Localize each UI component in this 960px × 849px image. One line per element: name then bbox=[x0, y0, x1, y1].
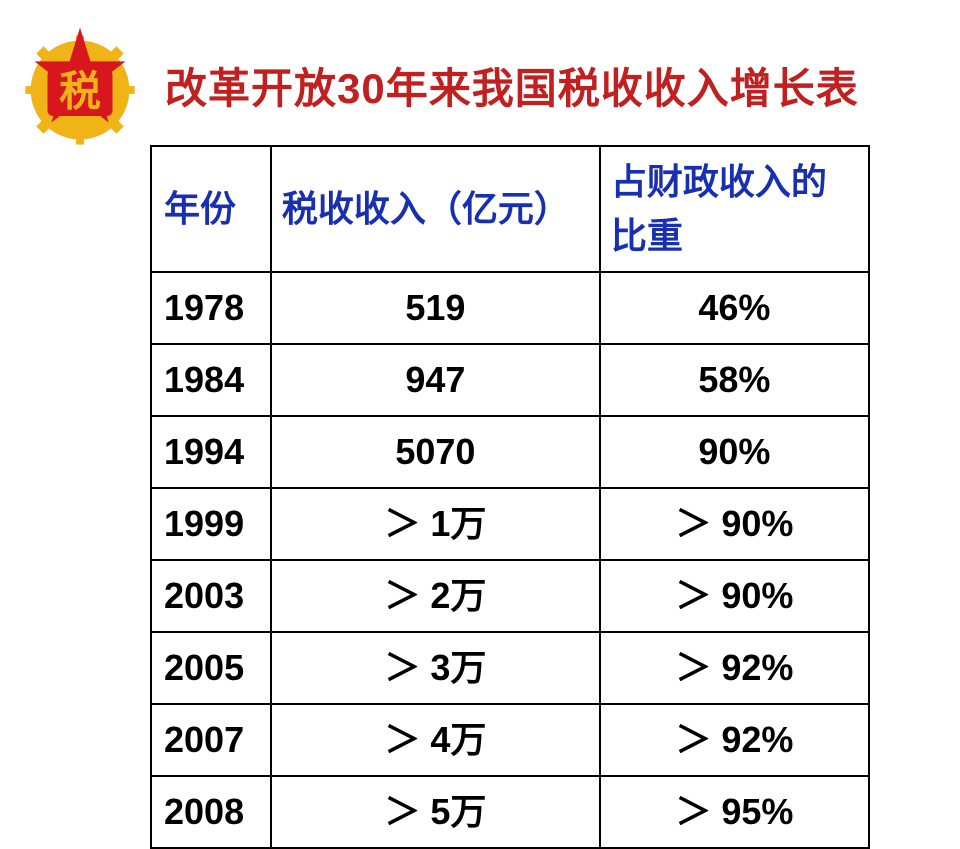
logo-char: 税 bbox=[59, 68, 101, 115]
cell-revenue: ＞ 3万 bbox=[271, 632, 600, 704]
table-row: 2003＞ 2万＞ 90% bbox=[151, 560, 869, 632]
tax-growth-table: 年份 税收收入（亿元） 占财政收入的比重 197851946%198494758… bbox=[150, 145, 870, 849]
cell-percent: ＞ 90% bbox=[600, 488, 869, 560]
cell-year: 2005 bbox=[151, 632, 271, 704]
cell-year: 2007 bbox=[151, 704, 271, 776]
cell-revenue: 519 bbox=[271, 272, 600, 344]
table-row: 2007＞ 4万＞ 92% bbox=[151, 704, 869, 776]
cell-percent: 46% bbox=[600, 272, 869, 344]
col-header-percent: 占财政收入的比重 bbox=[600, 146, 869, 272]
cell-revenue: ＞ 2万 bbox=[271, 560, 600, 632]
cell-revenue: ＞ 4万 bbox=[271, 704, 600, 776]
cell-year: 1984 bbox=[151, 344, 271, 416]
cell-percent: 90% bbox=[600, 416, 869, 488]
cell-percent: 58% bbox=[600, 344, 869, 416]
cell-revenue: ＞ 5万 bbox=[271, 776, 600, 848]
table-header-row: 年份 税收收入（亿元） 占财政收入的比重 bbox=[151, 146, 869, 272]
cell-revenue: 947 bbox=[271, 344, 600, 416]
cell-percent: ＞ 92% bbox=[600, 704, 869, 776]
cell-percent: ＞ 95% bbox=[600, 776, 869, 848]
cell-year: 2003 bbox=[151, 560, 271, 632]
cell-year: 1978 bbox=[151, 272, 271, 344]
table-row: 197851946% bbox=[151, 272, 869, 344]
tax-bureau-logo: 税 bbox=[15, 25, 145, 155]
cell-year: 2008 bbox=[151, 776, 271, 848]
cell-revenue: ＞ 1万 bbox=[271, 488, 600, 560]
table-row: 1999＞ 1万＞ 90% bbox=[151, 488, 869, 560]
cell-year: 1994 bbox=[151, 416, 271, 488]
table-row: 1994507090% bbox=[151, 416, 869, 488]
cell-percent: ＞ 92% bbox=[600, 632, 869, 704]
table-row: 2005＞ 3万＞ 92% bbox=[151, 632, 869, 704]
cell-year: 1999 bbox=[151, 488, 271, 560]
col-header-revenue: 税收收入（亿元） bbox=[271, 146, 600, 272]
page-title: 改革开放30年来我国税收收入增长表 bbox=[165, 55, 859, 116]
table-row: 2008＞ 5万＞ 95% bbox=[151, 776, 869, 848]
cell-revenue: 5070 bbox=[271, 416, 600, 488]
col-header-year: 年份 bbox=[151, 146, 271, 272]
table-row: 198494758% bbox=[151, 344, 869, 416]
cell-percent: ＞ 90% bbox=[600, 560, 869, 632]
